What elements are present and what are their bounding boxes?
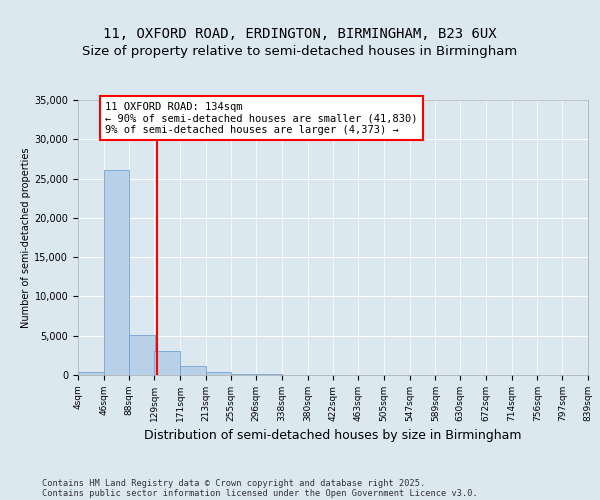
Bar [78,372,104,375]
Bar [154,352,180,375]
Bar [256,374,282,375]
Bar [180,366,206,375]
Bar [104,170,130,375]
Text: Contains public sector information licensed under the Open Government Licence v3: Contains public sector information licen… [42,488,478,498]
X-axis label: Distribution of semi-detached houses by size in Birmingham: Distribution of semi-detached houses by … [144,430,522,442]
Y-axis label: Number of semi-detached properties: Number of semi-detached properties [22,147,32,328]
Text: 11 OXFORD ROAD: 134sqm
← 90% of semi-detached houses are smaller (41,830)
9% of : 11 OXFORD ROAD: 134sqm ← 90% of semi-det… [105,102,418,135]
Bar [232,374,257,375]
Text: Contains HM Land Registry data © Crown copyright and database right 2025.: Contains HM Land Registry data © Crown c… [42,478,425,488]
Text: Size of property relative to semi-detached houses in Birmingham: Size of property relative to semi-detach… [82,45,518,58]
Bar [206,372,232,375]
Text: 11, OXFORD ROAD, ERDINGTON, BIRMINGHAM, B23 6UX: 11, OXFORD ROAD, ERDINGTON, BIRMINGHAM, … [103,28,497,42]
Bar [130,336,155,375]
